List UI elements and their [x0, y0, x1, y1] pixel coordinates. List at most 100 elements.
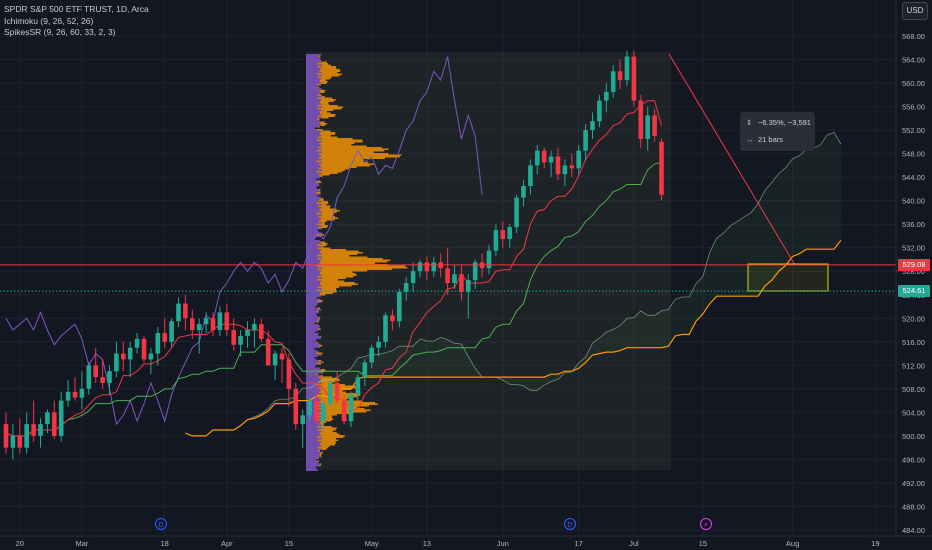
profile-bar-violet — [306, 333, 319, 335]
profile-bar-orange — [321, 138, 353, 140]
candle-body — [38, 424, 43, 436]
profile-bar-orange — [320, 133, 336, 135]
profile-bar-violet — [306, 258, 318, 260]
profile-bar-violet — [306, 439, 318, 441]
profile-bar-violet — [306, 84, 318, 86]
profile-bar-violet — [306, 295, 321, 297]
profile-bar-violet — [306, 114, 322, 116]
profile-bar-orange — [316, 255, 350, 257]
profile-bar-violet — [306, 223, 317, 225]
symbol-title[interactable]: SPDR S&P 500 ETF TRUST, 1D, Arca — [4, 4, 149, 14]
candle-body — [58, 400, 64, 436]
profile-bar-violet — [306, 214, 322, 216]
profile-bar-orange — [317, 76, 332, 78]
profile-bar-violet — [306, 129, 317, 131]
profile-bar-orange — [318, 381, 336, 383]
profile-bar-violet — [306, 169, 322, 171]
x-tick-label: 20 — [16, 539, 24, 548]
profile-bar-violet — [306, 121, 320, 123]
profile-bar-violet — [306, 219, 321, 221]
profile-bar-orange — [317, 84, 321, 86]
candle-body — [231, 330, 236, 345]
candle-body — [507, 227, 512, 239]
profile-bar-orange — [321, 225, 329, 227]
profile-bar-violet — [306, 187, 317, 189]
candle-body — [569, 165, 575, 169]
profile-bar-violet — [306, 238, 315, 240]
profile-bar-violet — [306, 343, 321, 345]
candle-body — [24, 424, 29, 448]
profile-bar-orange — [321, 88, 323, 90]
x-tick-label: Apr — [221, 539, 233, 548]
profile-bar-orange — [320, 207, 330, 209]
profile-bar-violet — [306, 85, 318, 87]
profile-bar-violet — [306, 321, 317, 323]
ichimoku-legend[interactable]: Ichimoku (9, 26, 52, 26) — [4, 15, 94, 26]
y-tick-label: 560.00 — [902, 79, 925, 88]
profile-bar-violet — [306, 331, 316, 333]
profile-bar-violet — [306, 204, 322, 206]
profile-bar-violet — [306, 145, 322, 147]
profile-bar-orange — [320, 208, 337, 210]
profile-bar-violet — [306, 168, 319, 170]
profile-bar-violet — [306, 297, 317, 299]
profile-bar-orange — [321, 162, 369, 164]
profile-bar-orange — [318, 216, 336, 218]
candle-body — [597, 100, 602, 122]
candle-body — [548, 156, 554, 163]
profile-bar-orange — [316, 352, 323, 354]
profile-bar-orange — [318, 360, 322, 362]
profile-bar-violet — [306, 462, 319, 464]
profile-bar-violet — [306, 213, 317, 215]
profile-bar-violet — [306, 444, 320, 446]
profile-bar-orange — [321, 204, 327, 206]
profile-bar-orange — [318, 157, 385, 159]
profile-bar-violet — [306, 97, 318, 99]
candle-body — [252, 324, 257, 331]
profile-bar-orange — [321, 82, 327, 84]
candle-body — [293, 388, 299, 425]
currency-button[interactable]: USD — [902, 2, 928, 20]
profile-bar-violet — [306, 156, 321, 158]
profile-bar-orange — [316, 171, 343, 173]
profile-bar-orange — [316, 181, 322, 183]
profile-bar-orange — [317, 447, 328, 449]
spikes-legend[interactable]: SpikesSR (9, 26, 60, 33, 2, 3) — [4, 27, 116, 37]
profile-bar-violet — [306, 289, 318, 291]
profile-bar-orange — [321, 249, 347, 251]
y-tick-label: 544.00 — [902, 173, 925, 182]
profile-bar-orange — [317, 126, 320, 128]
profile-bar-orange — [321, 228, 322, 230]
profile-bar-orange — [320, 144, 352, 146]
profile-bar-violet — [306, 96, 322, 98]
profile-bar-violet — [306, 243, 322, 245]
profile-bar-violet — [306, 460, 318, 462]
profile-bar-orange — [320, 432, 337, 434]
candle-body — [562, 165, 568, 175]
profile-bar-violet — [306, 385, 322, 387]
projection-line[interactable] — [668, 53, 796, 266]
profile-bar-violet — [306, 322, 315, 324]
candle-body — [169, 321, 174, 342]
profile-bar-orange — [317, 97, 333, 99]
profile-bar-violet — [306, 262, 320, 264]
profile-bar-violet — [306, 349, 317, 351]
profile-bar-orange — [321, 424, 324, 426]
profile-bar-violet — [306, 63, 317, 65]
candle-body — [314, 400, 319, 422]
profile-bar-orange — [318, 199, 324, 201]
target-zone-box[interactable] — [747, 263, 829, 292]
candle-body — [210, 318, 216, 331]
candle-body — [590, 121, 595, 131]
profile-bar-orange — [319, 81, 328, 83]
profile-bar-violet — [306, 393, 322, 395]
candle-body — [31, 424, 36, 436]
profile-bar-orange — [319, 132, 336, 134]
profile-bar-orange — [319, 273, 356, 275]
profile-bar-violet — [306, 412, 320, 414]
profile-bar-violet — [306, 165, 321, 167]
profile-bar-violet — [306, 381, 319, 383]
profile-bar-orange — [320, 219, 335, 221]
profile-bar-orange — [319, 292, 333, 294]
